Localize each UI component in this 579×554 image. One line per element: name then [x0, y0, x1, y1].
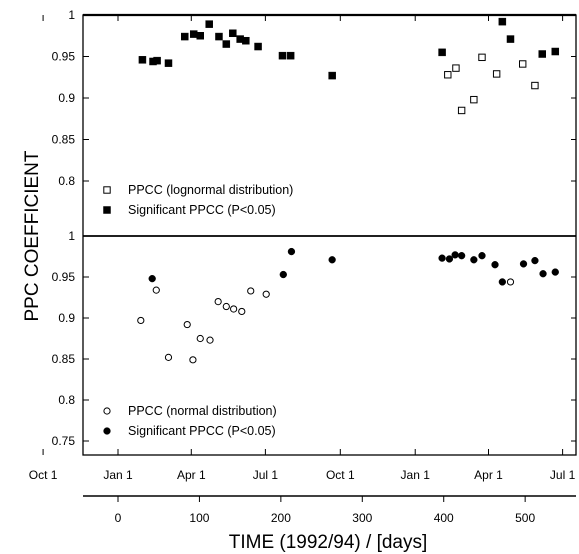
top-data-point: [457, 106, 466, 115]
date-tick-label: Jan 1: [103, 468, 133, 482]
top-data-point: [278, 51, 287, 60]
top-data-point: [181, 32, 189, 41]
top-data-point: [531, 81, 539, 90]
marks-layer: [137, 17, 560, 364]
legend-label: PPCC (lognormal distribution): [128, 183, 293, 197]
date-tick-label: Oct 1: [326, 468, 355, 482]
bottom-data-point: [539, 270, 547, 278]
bottom-data-point: [183, 320, 191, 329]
bottom-data-point: [189, 356, 197, 364]
top-data-point: [138, 56, 147, 64]
top-data-point: [205, 20, 213, 28]
legend-label: PPCC (normal distribution): [128, 404, 277, 418]
bottom-data-point: [279, 270, 287, 279]
bottom-data-point: [457, 252, 466, 260]
bottom-data-point: [531, 256, 539, 265]
bottom-data-point: [519, 260, 528, 268]
top-data-point: [551, 47, 560, 56]
y-tick-label: 0.85: [52, 352, 76, 366]
y-tick-label: 0.75: [52, 434, 76, 448]
y-tick-label: 0.95: [52, 270, 76, 284]
bottom-data-point: [214, 298, 222, 306]
top-data-point: [444, 71, 452, 79]
top-data-point: [452, 64, 460, 72]
top-data-point: [215, 32, 223, 41]
bottom-data-point: [328, 256, 336, 264]
date-tick-label: Apr 1: [177, 468, 206, 482]
bottom-data-point: [152, 286, 160, 294]
top-data-point: [519, 60, 527, 68]
top-data-point: [438, 48, 446, 57]
bottom-data-point: [137, 316, 145, 325]
bottom-data-point: [551, 268, 559, 276]
days-tick-label: 400: [434, 511, 454, 525]
y-tick-label: 0.9: [58, 91, 75, 105]
top-data-point: [242, 36, 250, 45]
top-data-point: [153, 56, 161, 65]
top-data-point: [196, 32, 204, 40]
y-tick-label: 0.8: [58, 174, 75, 188]
bottom-data-point: [506, 278, 515, 286]
y-tick-label: 0.8: [58, 393, 75, 407]
bottom-data-point: [148, 274, 156, 283]
legend-label: Significant PPCC (P<0.05): [128, 203, 276, 217]
y-tick-label: 0.85: [52, 133, 76, 147]
legend-layer: PPCC (lognormal distribution) Significant…: [103, 183, 293, 438]
bottom-data-point: [196, 334, 204, 343]
days-tick-label: 500: [515, 511, 535, 525]
legend-marker: [103, 206, 111, 214]
top-data-point: [478, 53, 486, 62]
plot-frame: [82, 14, 577, 456]
bottom-data-point: [222, 302, 230, 311]
days-tick-label: 300: [352, 511, 372, 525]
days-tick-label: 200: [271, 511, 291, 525]
bottom-data-point: [438, 254, 446, 262]
bottom-data-point: [470, 256, 478, 264]
top-data-point: [164, 59, 173, 67]
bottom-data-point: [498, 278, 506, 286]
top-data-point: [189, 30, 198, 38]
top-data-point: [229, 29, 237, 38]
top-data-point: [492, 70, 501, 78]
bottom-data-point: [491, 261, 499, 269]
y-axis-label: PPC COEFFICIENT: [22, 150, 43, 321]
y-tick-label: 1: [68, 8, 75, 22]
bottom-data-point: [247, 287, 255, 295]
x-axis-label: TIME (1992/94) / [days]: [229, 532, 428, 553]
top-data-point: [222, 40, 231, 48]
top-data-point: [286, 51, 295, 60]
bottom-data-point: [445, 255, 454, 263]
bottom-data-point: [262, 290, 270, 298]
legend-marker: [103, 186, 111, 194]
top-data-point: [498, 17, 507, 26]
top-data-point: [538, 50, 547, 58]
date-tick-label: Oct 1: [29, 468, 58, 482]
date-tick-label: Apr 1: [474, 468, 503, 482]
bottom-data-point: [238, 307, 246, 316]
legend-marker: [103, 407, 111, 415]
legend-label: Significant PPCC (P<0.05): [128, 424, 276, 438]
legend-marker: [103, 427, 111, 435]
axes-layer: 1 0.95 0.9 0.85 0.8 1 0.95 0.9 0.85 0.8 0.75 Oct 1 J…: [29, 8, 577, 525]
top-data-point: [254, 42, 262, 51]
date-tick-label: Jul 1: [550, 468, 576, 482]
top-data-point: [470, 95, 478, 104]
days-tick-label: 0: [115, 511, 122, 525]
bottom-data-point: [206, 336, 214, 344]
y-tick-label: 1: [68, 229, 75, 243]
top-data-point: [506, 35, 515, 43]
y-tick-label: 0.95: [52, 50, 76, 64]
date-tick-label: Jan 1: [401, 468, 431, 482]
bottom-data-point: [230, 305, 238, 313]
date-tick-label: Jul 1: [253, 468, 279, 482]
bottom-data-point: [287, 247, 296, 256]
top-data-point: [328, 71, 336, 80]
days-tick-label: 100: [189, 511, 209, 525]
bottom-data-point: [478, 252, 486, 260]
bottom-data-point: [164, 353, 173, 361]
y-tick-label: 0.9: [58, 311, 75, 325]
bottom-data-point: [451, 251, 459, 259]
